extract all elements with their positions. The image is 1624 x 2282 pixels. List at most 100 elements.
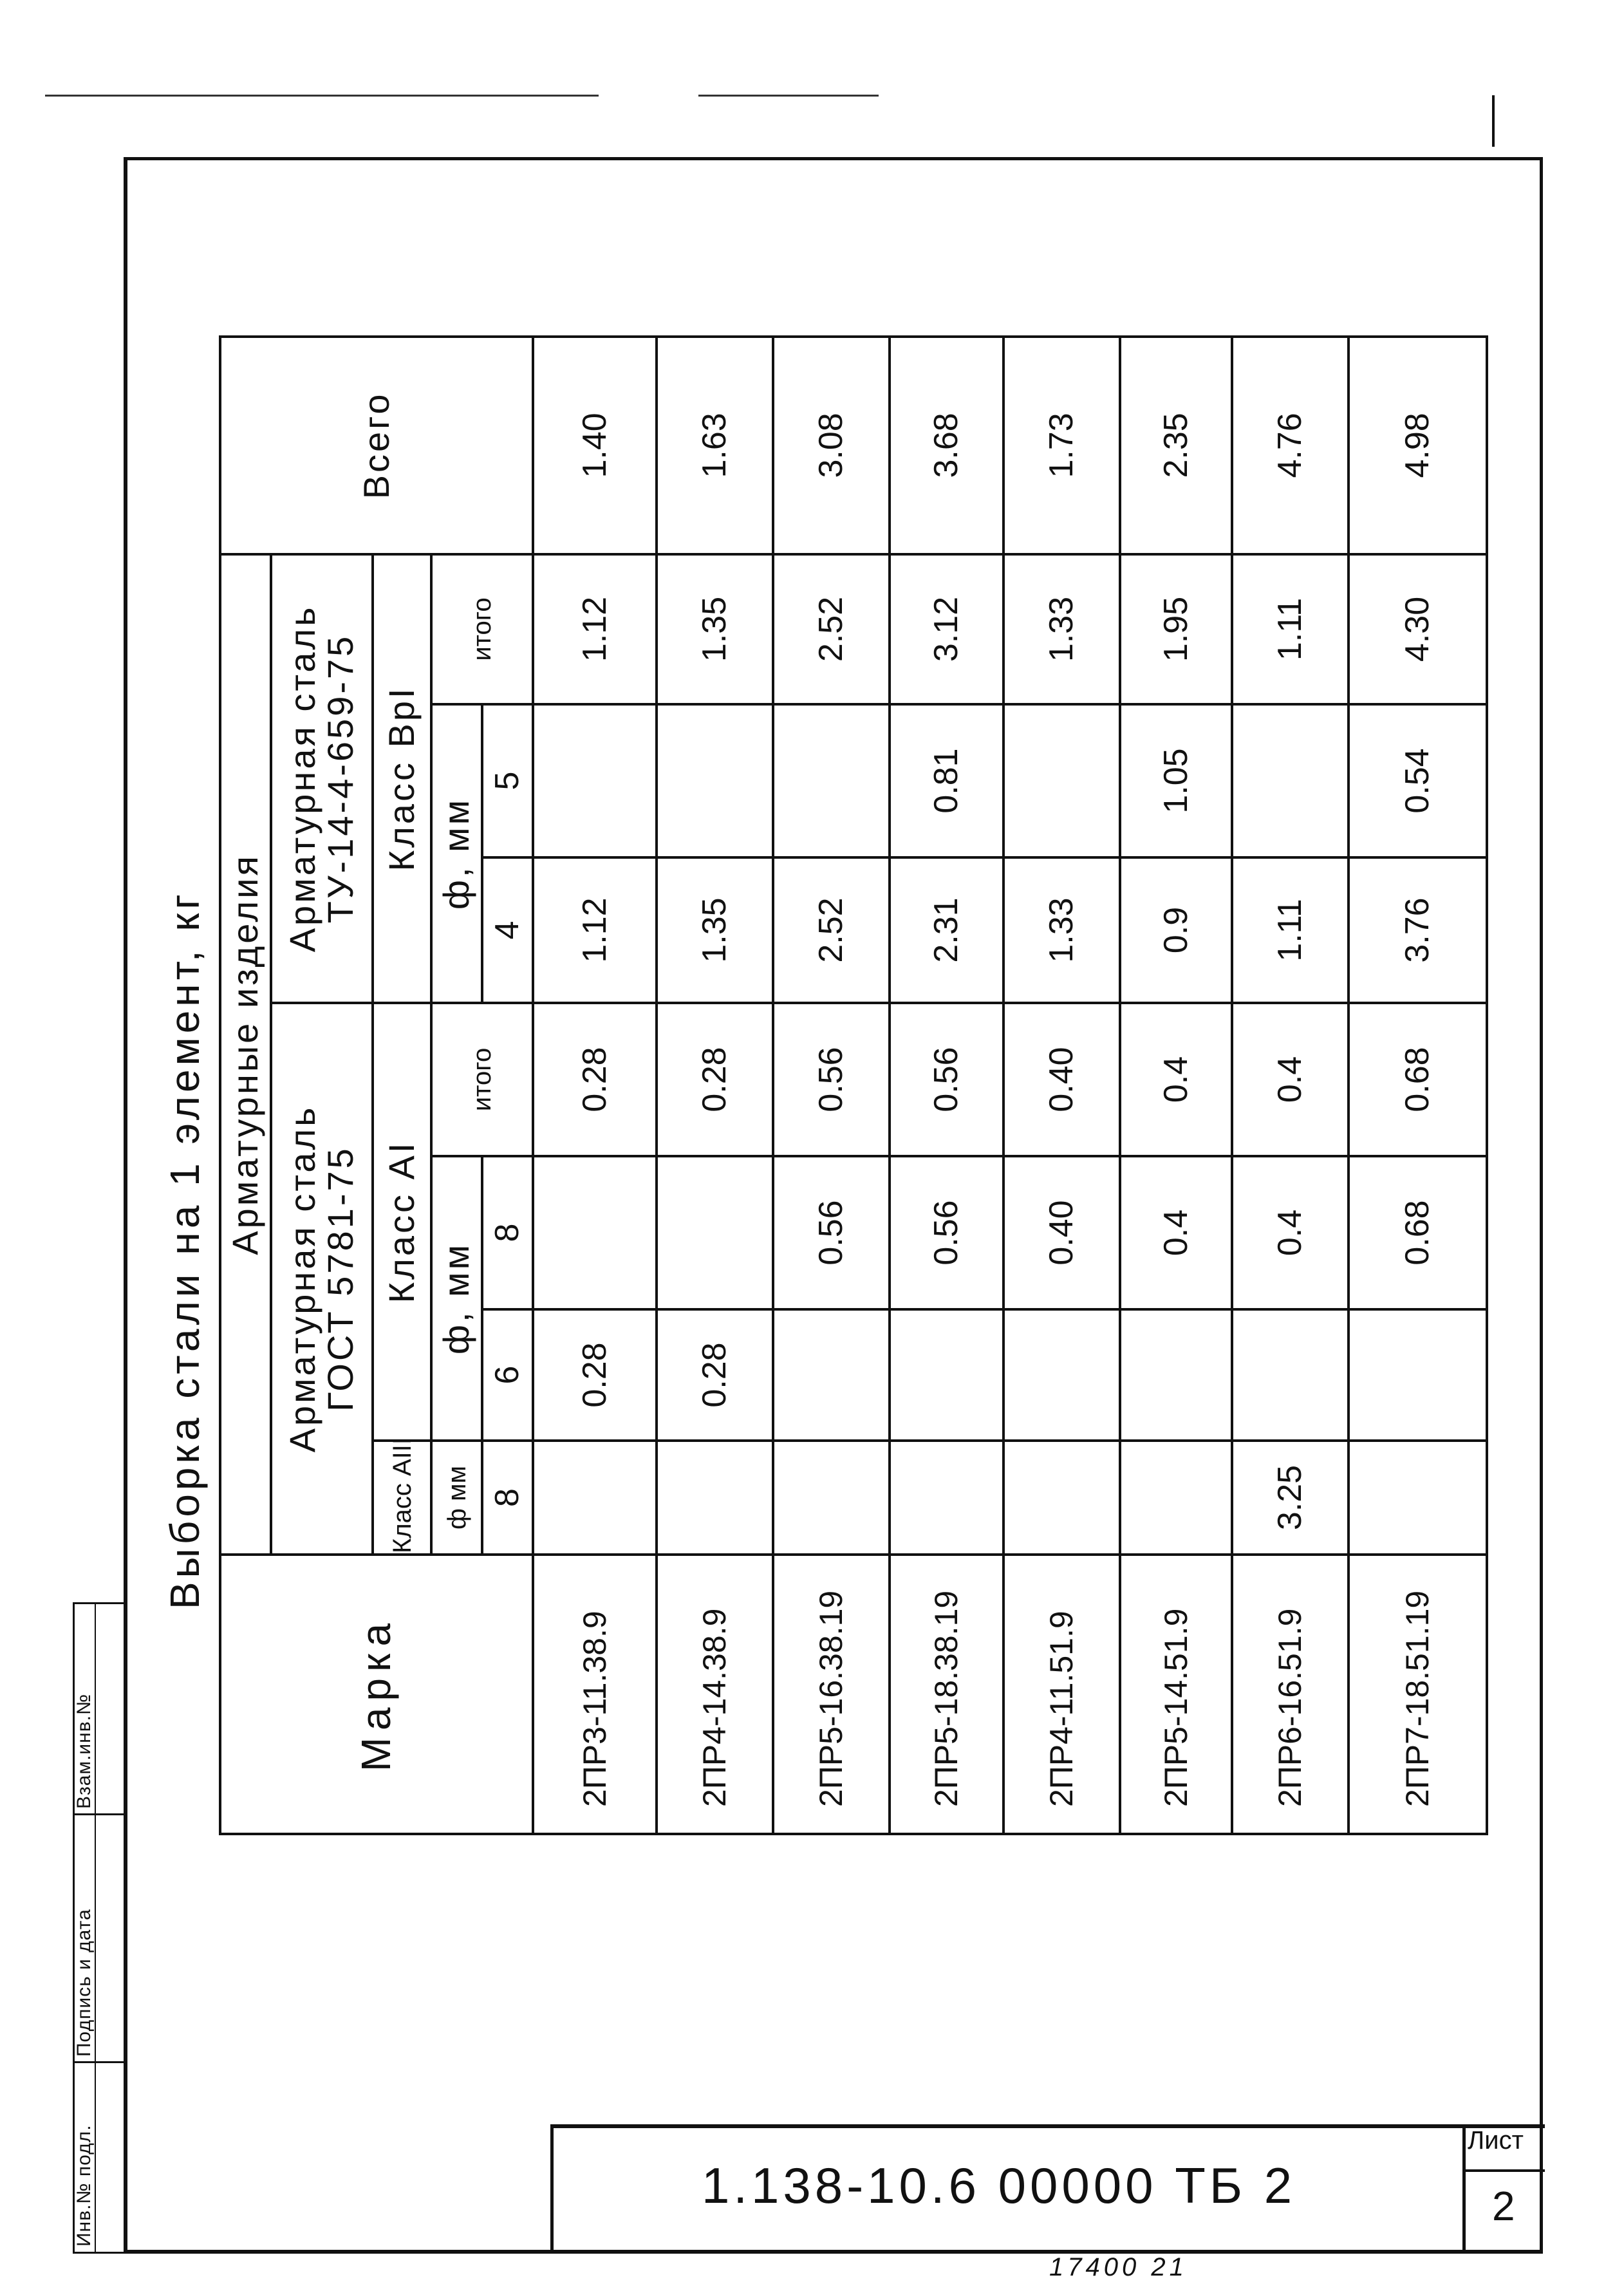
side-stamp-tick	[73, 1813, 124, 1815]
header-d-a1-6: 6	[482, 1309, 533, 1441]
cell-total: 1.63	[657, 336, 773, 554]
top-right-mark	[1492, 95, 1495, 147]
cell-mark: 2ПР5-18.38.19	[890, 1555, 1003, 1834]
side-stamp-tick	[73, 1602, 124, 1604]
table-row: 2ПР4-11.51.9 0.40 0.40 1.33 1.33 1.73	[1003, 336, 1120, 1834]
table-row: 2ПР5-18.38.19 0.56 0.56 2.31 0.81 3.12 3.68	[890, 336, 1003, 1834]
steel-table: Марка Арматурные изделия Всего Арматурна…	[219, 336, 1487, 1835]
header-class-a3: Класс AIII	[373, 1441, 431, 1555]
header-d-a1-8: 8	[482, 1156, 533, 1309]
cell-a1-8: 0.40	[1003, 1156, 1120, 1309]
sheet-label: Лист	[1468, 2126, 1524, 2155]
cell-a1-8: 0.56	[773, 1156, 890, 1309]
cell-total: 3.08	[773, 336, 890, 554]
cell-total: 1.73	[1003, 336, 1120, 554]
cell-a3-8	[657, 1441, 773, 1555]
table-row: 2ПР7-18.51.19 0.68 0.68 3.76 0.54 4.30 4.98	[1349, 336, 1487, 1834]
header-class-a1: Класс AI	[373, 1003, 431, 1441]
cell-mark: 2ПР5-14.51.9	[1120, 1555, 1232, 1834]
cell-bp-4: 2.31	[890, 857, 1003, 1003]
cell-a1-8: 0.68	[1349, 1156, 1487, 1309]
cell-a1-6: 0.28	[657, 1309, 773, 1441]
header-steel-gost: Арматурная сталь ГОСТ 5781-75	[271, 1003, 373, 1555]
cell-bp-5: 1.05	[1120, 704, 1232, 857]
cell-a1-6	[890, 1309, 1003, 1441]
sheet-divider	[1462, 2169, 1545, 2172]
header-grand-total: Всего	[220, 336, 533, 554]
cell-bp-4: 1.35	[657, 857, 773, 1003]
cell-a1-6	[1349, 1309, 1487, 1441]
cell-mark: 2ПР7-18.51.19	[1349, 1555, 1487, 1834]
top-rule	[698, 95, 879, 97]
steel-tu-line2: ТУ-14-4-659-75	[320, 633, 360, 924]
header-d-bp-5: 5	[482, 704, 533, 857]
cell-a1-6	[773, 1309, 890, 1441]
footer-text: 17400 21	[1049, 2253, 1188, 2281]
cell-total: 4.76	[1232, 336, 1349, 554]
cell-bp-4: 3.76	[1349, 857, 1487, 1003]
side-inv-original: Инв.№ подл.	[73, 2124, 95, 2247]
cell-bp-total: 1.11	[1232, 554, 1349, 704]
cell-bp-5: 0.81	[890, 704, 1003, 857]
cell-a1-total: 0.4	[1120, 1003, 1232, 1156]
cell-bp-total: 1.35	[657, 554, 773, 704]
cell-mark: 2ПР6-16.51.9	[1232, 1555, 1349, 1834]
header-dia-a1: ф, мм	[431, 1156, 482, 1441]
cell-a3-8	[890, 1441, 1003, 1555]
cell-bp-4: 1.11	[1232, 857, 1349, 1003]
cell-a3-8	[1349, 1441, 1487, 1555]
header-bp-total: итого	[431, 554, 533, 704]
header-d-a3-8: 8	[482, 1441, 533, 1555]
cell-a1-6	[1120, 1309, 1232, 1441]
cell-a3-8	[773, 1441, 890, 1555]
cell-bp-total: 2.52	[773, 554, 890, 704]
cell-bp-total: 1.12	[533, 554, 657, 704]
cell-bp-5	[657, 704, 773, 857]
header-steel-tu: Арматурная сталь ТУ-14-4-659-75	[271, 554, 373, 1003]
cell-a1-total: 0.40	[1003, 1003, 1120, 1156]
steel-tu-line1: Арматурная сталь	[282, 604, 323, 953]
cell-a1-total: 0.28	[657, 1003, 773, 1156]
table-row: 2ПР5-16.38.19 0.56 0.56 2.52 2.52 3.08	[773, 336, 890, 1834]
cell-bp-4: 1.33	[1003, 857, 1120, 1003]
table-title: Выборка стали на 1 элемент, кг	[162, 890, 208, 1609]
sheet-cell	[1462, 2124, 1545, 2254]
cell-bp-4: 2.52	[773, 857, 890, 1003]
side-stamp-tick	[73, 2061, 124, 2063]
cell-a1-total: 0.4	[1232, 1003, 1349, 1156]
top-rule	[45, 95, 599, 97]
cell-bp-total: 1.95	[1120, 554, 1232, 704]
cell-total: 3.68	[890, 336, 1003, 554]
table-row: 2ПР6-16.51.9 3.25 0.4 0.4 1.11 1.11 4.76	[1232, 336, 1349, 1834]
header-mark: Марка	[220, 1555, 533, 1834]
header-dia-a3: ф мм	[431, 1441, 482, 1555]
header-a1-total: итого	[431, 1003, 533, 1156]
cell-total: 2.35	[1120, 336, 1232, 554]
table-row: 2ПР4-14.38.9 0.28 0.28 1.35 1.35 1.63	[657, 336, 773, 1834]
cell-bp-4: 0.9	[1120, 857, 1232, 1003]
cell-mark: 2ПР3-11.38.9	[533, 1555, 657, 1834]
side-signature-date: Подпись и дата	[73, 1909, 95, 2057]
document-code: 1.138-10.6 00000 ТБ 2	[702, 2157, 1296, 2214]
cell-bp-total: 4.30	[1349, 554, 1487, 704]
cell-a1-6	[1003, 1309, 1120, 1441]
cell-a1-total: 0.56	[773, 1003, 890, 1156]
cell-a1-6: 0.28	[533, 1309, 657, 1441]
title-block	[550, 2124, 1545, 2254]
cell-bp-5	[773, 704, 890, 857]
cell-bp-total: 1.33	[1003, 554, 1120, 704]
cell-bp-total: 3.12	[890, 554, 1003, 704]
drawing-frame	[124, 157, 1543, 2254]
header-class-bp1: Класс BpI	[373, 554, 431, 1003]
cell-a3-8: 3.25	[1232, 1441, 1349, 1555]
cell-total: 1.40	[533, 336, 657, 554]
cell-total: 4.98	[1349, 336, 1487, 554]
cell-bp-5	[1232, 704, 1349, 857]
header-products: Арматурные изделия	[220, 554, 271, 1555]
cell-a1-total: 0.28	[533, 1003, 657, 1156]
cell-bp-4: 1.12	[533, 857, 657, 1003]
cell-bp-5	[533, 704, 657, 857]
cell-a3-8	[533, 1441, 657, 1555]
cell-bp-5	[1003, 704, 1120, 857]
cell-a1-8: 0.4	[1120, 1156, 1232, 1309]
